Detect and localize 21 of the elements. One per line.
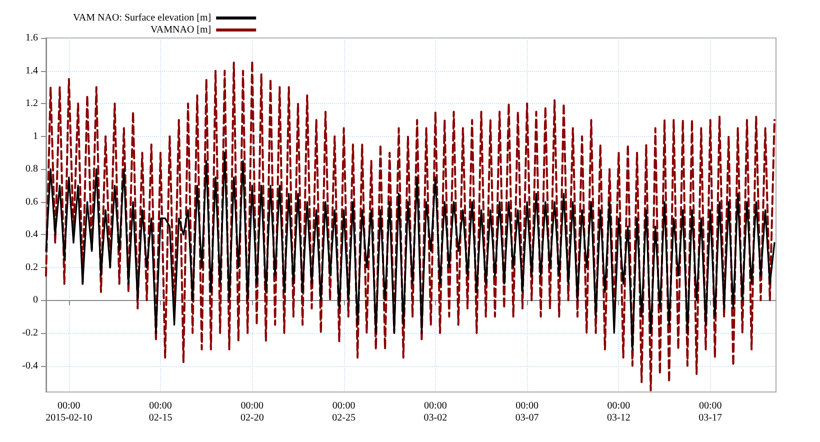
y-tick-label: 1.6	[26, 32, 38, 44]
y-tick-label: 1.4	[26, 65, 38, 76]
y-tick-label: 1.2	[26, 98, 38, 110]
y-tick-label: -0.4	[22, 360, 38, 372]
y-tick-label: 0.4	[26, 229, 38, 240]
legend-label: VAM NAO: Surface elevation [m]	[72, 12, 212, 24]
x-tick-label: 00:00 02-20	[240, 400, 264, 424]
x-tick-label: 00:00 03-17	[698, 400, 722, 424]
x-tick-label: 00:00 02-15	[148, 400, 172, 424]
y-tick-label: -0.2	[22, 328, 38, 338]
x-tick-label: 00:00 03-12	[607, 400, 630, 424]
x-tick-label: 00:00 03-02	[424, 400, 448, 424]
y-tick-label: 0.6	[26, 196, 38, 208]
x-tick-label: 00:00 03-07	[515, 400, 539, 424]
x-tick-label: 00:00 02-25	[332, 400, 356, 424]
x-tick-label: 00:00 2015-02-10	[46, 400, 92, 424]
y-tick-label: 0.2	[26, 262, 38, 273]
legend-label: VAMNAO [m]	[150, 24, 212, 36]
y-tick-label: 0	[33, 294, 38, 306]
y-tick-label: 0.8	[26, 164, 38, 175]
y-tick-label: 1	[33, 130, 38, 142]
